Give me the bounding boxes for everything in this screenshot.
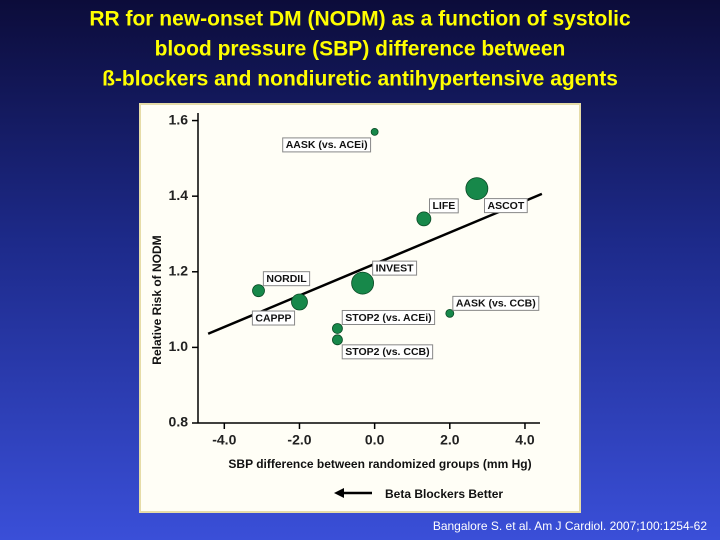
point-label: INVEST [376,262,415,274]
y-tick-label: 1.4 [169,187,189,203]
x-tick-label: -2.0 [287,432,311,448]
label-box [428,198,459,214]
label-box [251,310,296,326]
x-tick-label: 2.0 [440,432,460,448]
y-tick-label: 1.0 [169,338,189,354]
label-box [372,260,418,276]
x-axis-label: SBP difference between randomized groups… [228,457,531,471]
point-label: ASCOT [487,200,524,212]
point-label: AASK (vs. ACEi) [286,139,368,151]
plot: 0.8 1.0 1.2 1.4 1.6 -4.0 -2.0 0.0 2.0 4.0 AASK (vs… [169,111,543,448]
bubble [445,308,455,318]
label-box [341,309,436,325]
label-box [262,271,311,287]
annotation: Beta Blockers Better [385,487,503,501]
bubble [351,271,375,295]
bubble [465,177,489,201]
bubble [416,211,432,227]
point-label: AASK (vs. CCB) [456,298,536,310]
bubble [332,334,343,346]
label-box [483,198,528,214]
point-label: STOP2 (vs. CCB) [345,346,429,358]
title-line: RR for new-onset DM (NODM) as a function… [89,8,631,31]
bubble [332,323,343,334]
bubble [370,128,379,136]
label-box [282,137,372,153]
point-label: LIFE [432,200,455,212]
label-box [452,295,540,311]
arrow-head [334,488,344,498]
y-tick-label: 0.8 [169,414,189,430]
title-line: blood pressure (SBP) difference between [155,38,566,61]
title-line: ß-blockers and nondiuretic antihypertens… [102,68,618,91]
bubble [291,293,308,311]
y-tick-label: 1.6 [169,111,189,127]
x-tick-label: 4.0 [515,432,535,448]
bubble [252,284,265,298]
x-tick-label: -4.0 [212,432,236,448]
y-axis-label: Relative Risk of NODM [150,235,164,364]
point-label: NORDIL [266,273,307,285]
citation: Bangalore S. et al. Am J Cardiol. 2007;1… [433,519,708,533]
y-tick-label: 1.2 [169,262,189,278]
x-tick-label: 0.0 [365,432,385,448]
point-label: CAPPP [255,312,291,324]
label-box [341,344,434,360]
point-label: STOP2 (vs. ACEi) [345,312,431,324]
